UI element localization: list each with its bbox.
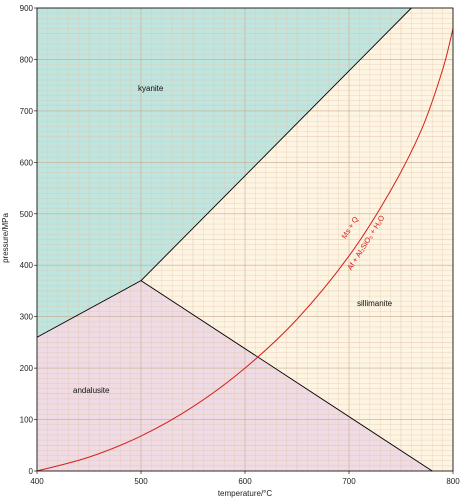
y-axis-ticks: 0 100 200 300 400 500 600 700 800 900	[20, 4, 37, 476]
y-tick-label: 300	[20, 313, 34, 322]
y-tick-label: 600	[20, 158, 34, 167]
y-tick-label: 100	[20, 416, 34, 425]
phase-boundaries	[36, 7, 433, 472]
grid-lines	[36, 7, 454, 472]
region-label-kyanite: kyanite	[138, 84, 164, 93]
y-tick-label: 500	[20, 210, 34, 219]
x-tick-label: 800	[446, 477, 460, 486]
region-label-andalusite: andalusite	[73, 386, 110, 395]
y-tick-label: 0	[29, 467, 34, 476]
y-tick-label: 800	[20, 55, 34, 64]
phase-boundary-kyanite-sillimanite	[140, 7, 412, 281]
x-tick-label: 600	[238, 477, 252, 486]
reaction-curve-ms-q	[36, 28, 454, 472]
x-tick-label: 500	[134, 477, 148, 486]
y-tick-label: 200	[20, 364, 34, 373]
y-tick-label: 400	[20, 261, 34, 270]
phase-boundary-andalusite-sillimanite	[140, 280, 433, 472]
x-tick-label: 700	[342, 477, 356, 486]
x-tick-label: 400	[30, 477, 44, 486]
y-axis-title: pressure/MPa	[1, 213, 10, 263]
y-tick-label: 700	[20, 107, 34, 116]
phase-boundary-kyanite-andalusite	[36, 280, 142, 338]
x-axis-ticks: 400 500 600 700 800	[30, 471, 460, 486]
region-label-sillimanite: sillimanite	[357, 299, 393, 308]
x-axis-title: temperature/°C	[218, 489, 273, 498]
y-tick-label: 900	[20, 4, 34, 13]
